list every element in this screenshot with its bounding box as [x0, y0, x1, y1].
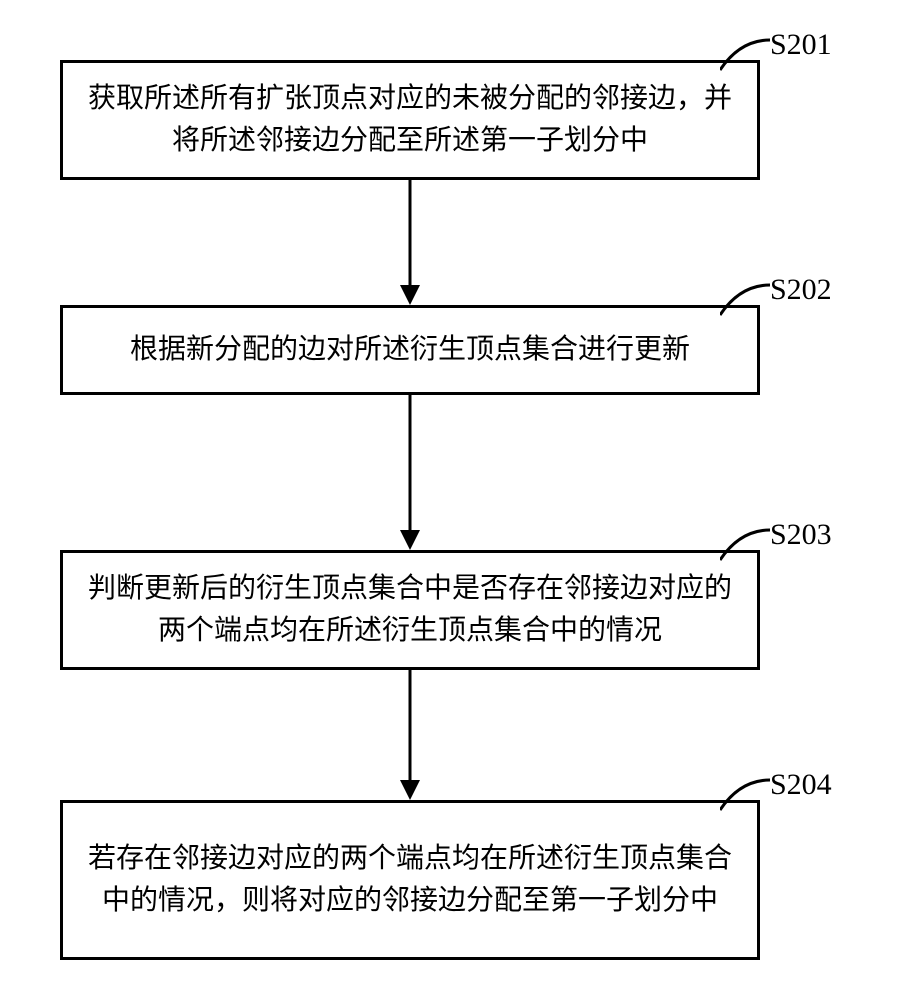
- arrow-2: [395, 395, 425, 550]
- node-s204: 若存在邻接边对应的两个端点均在所述衍生顶点集合中的情况，则将对应的邻接边分配至第…: [60, 800, 760, 960]
- flowchart-canvas: 获取所述所有扩张顶点对应的未被分配的邻接边，并将所述邻接边分配至所述第一子划分中…: [0, 0, 906, 1000]
- label-s202: S202: [770, 273, 832, 307]
- node-s201-text: 获取所述所有扩张顶点对应的未被分配的邻接边，并将所述邻接边分配至所述第一子划分中: [83, 78, 737, 162]
- node-s204-text: 若存在邻接边对应的两个端点均在所述衍生顶点集合中的情况，则将对应的邻接边分配至第…: [83, 838, 737, 922]
- node-s201: 获取所述所有扩张顶点对应的未被分配的邻接边，并将所述邻接边分配至所述第一子划分中: [60, 60, 760, 180]
- node-s203: 判断更新后的衍生顶点集合中是否存在邻接边对应的两个端点均在所述衍生顶点集合中的情…: [60, 550, 760, 670]
- arrow-3: [395, 670, 425, 800]
- node-s202-text: 根据新分配的边对所述衍生顶点集合进行更新: [130, 329, 690, 371]
- label-s201: S201: [770, 28, 832, 62]
- arrow-1: [395, 180, 425, 305]
- node-s203-text: 判断更新后的衍生顶点集合中是否存在邻接边对应的两个端点均在所述衍生顶点集合中的情…: [83, 568, 737, 652]
- label-s204: S204: [770, 768, 832, 802]
- label-s203: S203: [770, 518, 832, 552]
- node-s202: 根据新分配的边对所述衍生顶点集合进行更新: [60, 305, 760, 395]
